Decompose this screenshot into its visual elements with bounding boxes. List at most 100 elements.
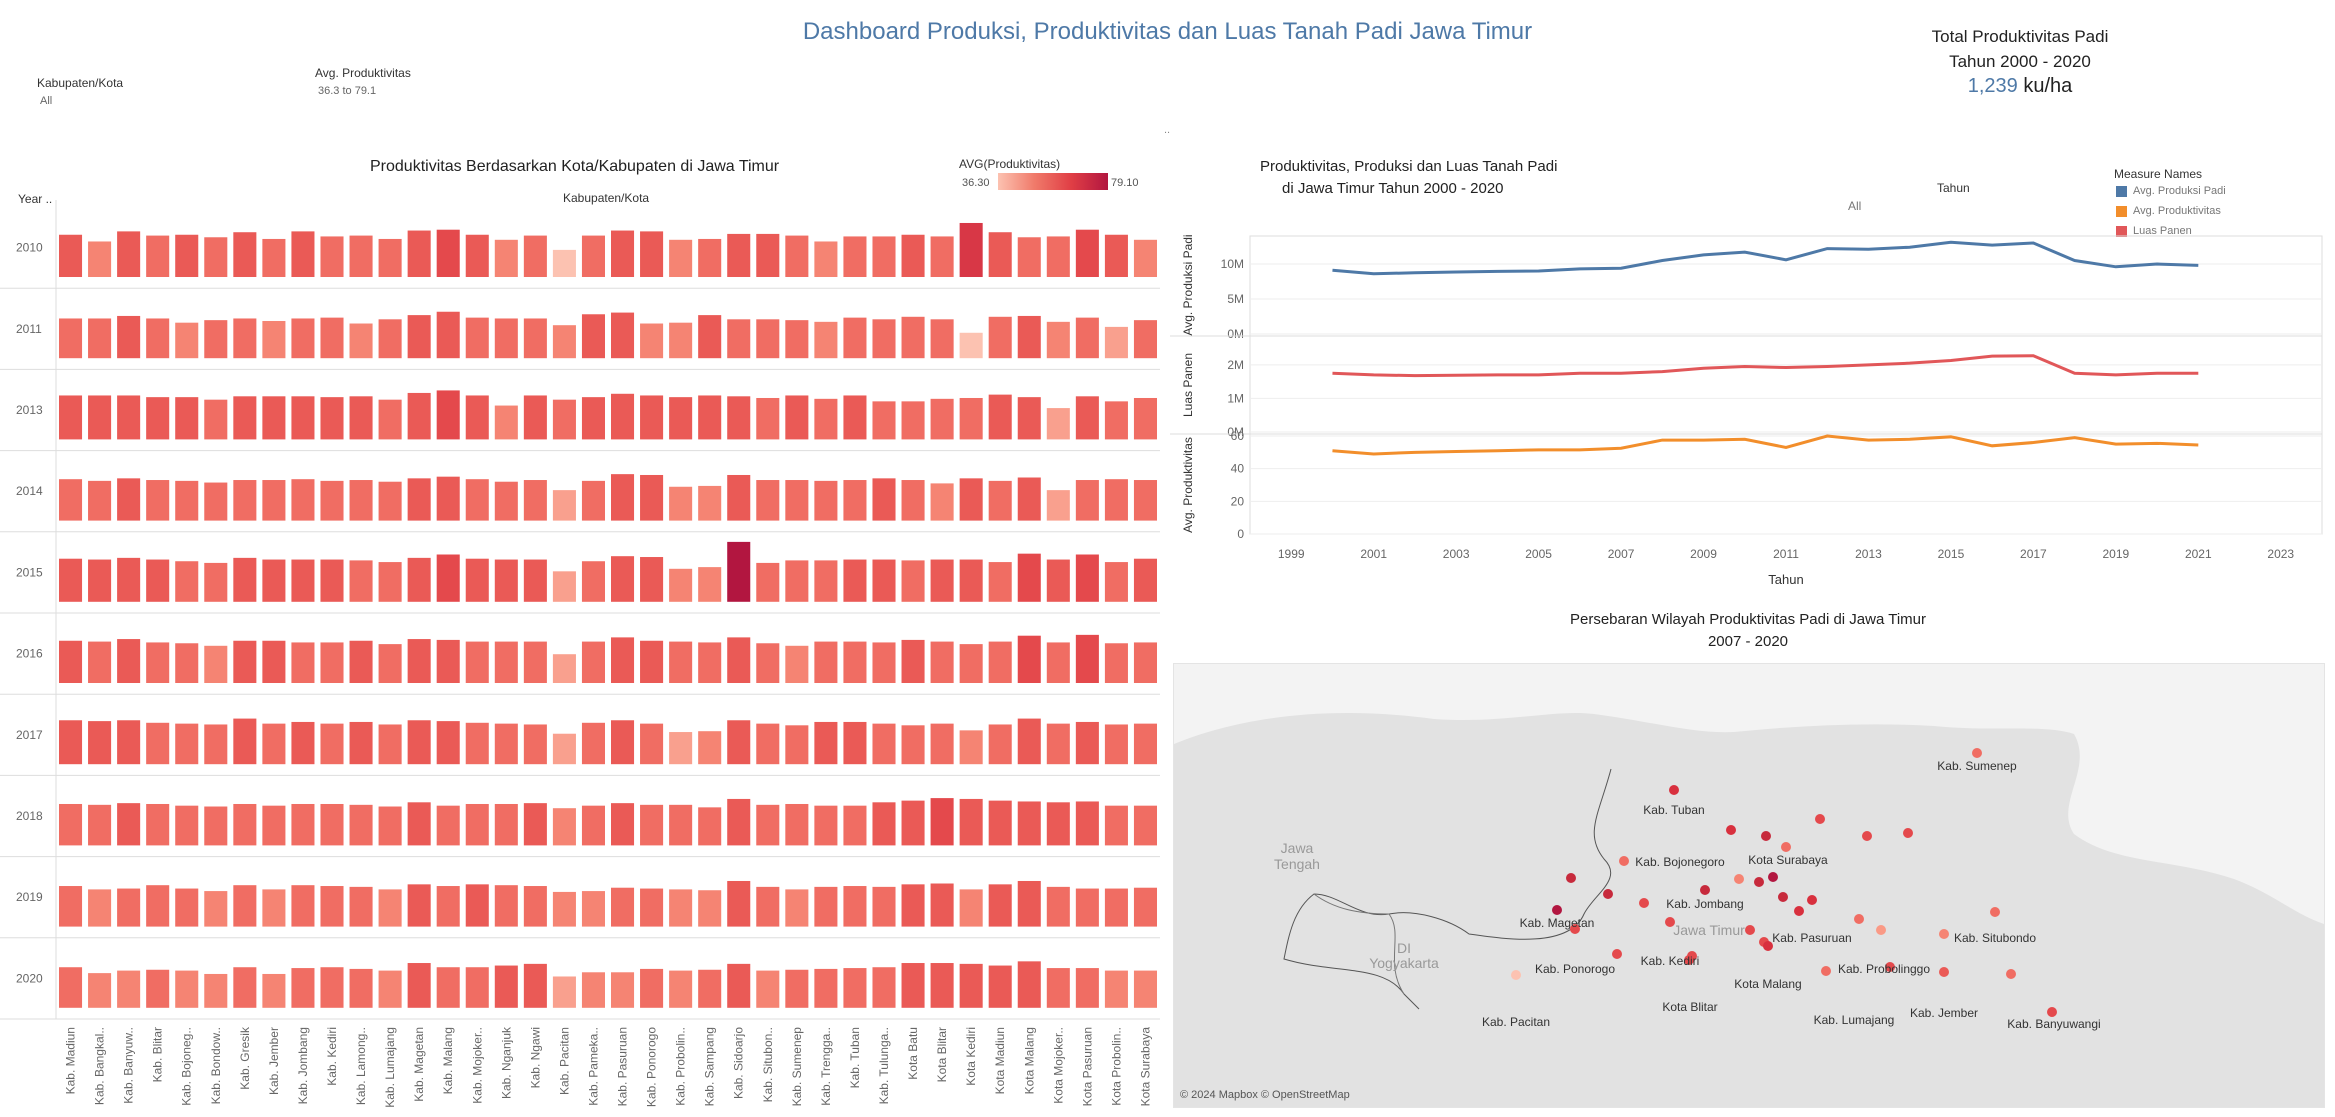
map-svg[interactable]: Jawa Tengah DI Yogyakarta Jawa Timur [1174, 664, 2324, 1107]
heatmap-bar [872, 236, 896, 277]
heatmap-bar [117, 639, 141, 683]
heatmap-bar [146, 642, 170, 683]
map-point[interactable] [1781, 842, 1791, 852]
map-point[interactable] [1862, 831, 1872, 841]
heatmap-bar [349, 886, 373, 927]
heatmap-bar [378, 806, 402, 846]
map-point[interactable] [1807, 895, 1817, 905]
map-point[interactable] [1794, 906, 1804, 916]
map-point[interactable] [1778, 892, 1788, 902]
map-points[interactable] [1511, 748, 2016, 980]
heatmap-bar [465, 234, 489, 277]
heatmap-bar [727, 637, 751, 683]
map-point[interactable] [1763, 941, 1773, 951]
map-point[interactable] [1754, 877, 1764, 887]
map-point[interactable] [1815, 814, 1825, 824]
heatmap-column-label: Kab. Tulunga.. [877, 1027, 891, 1104]
map-point[interactable] [1745, 925, 1755, 935]
heatmap-row-label: 2010 [16, 241, 43, 255]
map-point[interactable] [2047, 1007, 2057, 1017]
map-point[interactable] [1821, 966, 1831, 976]
heatmap-row-label: 2019 [16, 890, 43, 904]
map-title-1: Persebaran Wilayah Produktivitas Padi di… [1570, 611, 1926, 628]
heatmap-row-label: 2015 [16, 565, 43, 579]
heatmap-column-label: Kota Blitar [935, 1027, 949, 1082]
line-x-tick: 2005 [1525, 547, 1552, 561]
heatmap-bar [843, 805, 867, 846]
heatmap-bar [552, 976, 576, 1008]
legend-item-produktivitas[interactable]: Avg. Produktivitas [2116, 205, 2226, 225]
heatmap-bar [1104, 724, 1128, 765]
heatmap-bar [204, 562, 228, 602]
heatmap-bar [407, 802, 431, 846]
map-region-jawa-tengah-2: Tengah [1274, 856, 1320, 872]
heatmap-bar [233, 480, 257, 521]
heatmap-column-label: Kab. Nganjuk [499, 1026, 513, 1099]
map-point[interactable] [1552, 905, 1562, 915]
legend-label: Avg. Produktivitas [2133, 205, 2221, 217]
map-point[interactable] [1669, 785, 1679, 795]
heatmap-column-label: Kab. Ngawi [528, 1027, 542, 1088]
map-point[interactable] [1603, 889, 1613, 899]
heatmap-bar [291, 721, 315, 765]
heatmap-bar [1133, 239, 1157, 277]
heatmap-bar [698, 567, 722, 602]
heatmap-bar [814, 321, 838, 359]
resize-dots: .. [1164, 124, 1171, 136]
heatmap-bar [523, 480, 547, 521]
map-point[interactable] [2006, 969, 2016, 979]
line-plot-frame [1249, 235, 2323, 535]
map-point[interactable] [1854, 914, 1864, 924]
heatmap-bar [930, 798, 954, 846]
map-point[interactable] [1768, 872, 1778, 882]
heatmap-bar [1104, 888, 1128, 927]
map-point[interactable] [1885, 962, 1895, 972]
map-point[interactable] [1639, 898, 1649, 908]
map-point[interactable] [1684, 955, 1694, 965]
heatmap-bar [669, 732, 693, 765]
line-y-tick: 1M [1227, 391, 1244, 405]
heatmap-bar [901, 800, 925, 846]
heatmap-bar [1104, 326, 1128, 359]
map-point[interactable] [1734, 874, 1744, 884]
tahun-filter-value[interactable]: All [1848, 199, 1862, 213]
filter-produktivitas-value[interactable]: 36.3 to 79.1 [318, 85, 377, 97]
map-point[interactable] [1612, 949, 1622, 959]
map-region-diy-2: Yogyakarta [1369, 955, 1439, 971]
heatmap-bar [814, 721, 838, 765]
map-point[interactable] [1876, 925, 1886, 935]
map-point[interactable] [1619, 856, 1629, 866]
map-point[interactable] [1570, 924, 1580, 934]
map-point[interactable] [1972, 748, 1982, 758]
total-value-line: 1,239 ku/ha [1880, 74, 2160, 99]
map-point[interactable] [1665, 917, 1675, 927]
heatmap-bar [581, 722, 605, 765]
heatmap-bar [349, 323, 373, 359]
map-point[interactable] [1566, 873, 1576, 883]
legend-label: Avg. Produksi Padi [2133, 185, 2226, 197]
legend-item-produksi[interactable]: Avg. Produksi Padi [2116, 185, 2226, 205]
city-label-pacitan: Kab. Pacitan [1482, 1015, 1550, 1029]
heatmap-bar [233, 396, 257, 440]
heatmap-bar [814, 886, 838, 927]
map-point[interactable] [1990, 907, 2000, 917]
map-point[interactable] [1761, 831, 1771, 841]
map-point[interactable] [1726, 825, 1736, 835]
heatmap-bar [669, 322, 693, 359]
map-point[interactable] [1939, 929, 1949, 939]
heatmap-bar [88, 318, 112, 359]
heatmap-row-label: 2013 [16, 403, 43, 417]
legend-item-luas[interactable]: Luas Panen [2116, 225, 2226, 245]
filter-kabupaten-value[interactable]: All [40, 95, 53, 107]
heatmap-bar [291, 559, 315, 602]
map-point[interactable] [1700, 885, 1710, 895]
map-point[interactable] [1511, 970, 1521, 980]
heatmap-column-label: Kab. Tuban [848, 1027, 862, 1088]
map-point[interactable] [1939, 967, 1949, 977]
map-point[interactable] [1903, 828, 1913, 838]
total-unit: ku/ha [2023, 75, 2073, 97]
heatmap-bar [1133, 397, 1157, 440]
map-panel[interactable]: Jawa Tengah DI Yogyakarta Jawa Timur [1173, 663, 2325, 1108]
heatmap-bar [698, 642, 722, 683]
heatmap-bar [1075, 480, 1099, 521]
